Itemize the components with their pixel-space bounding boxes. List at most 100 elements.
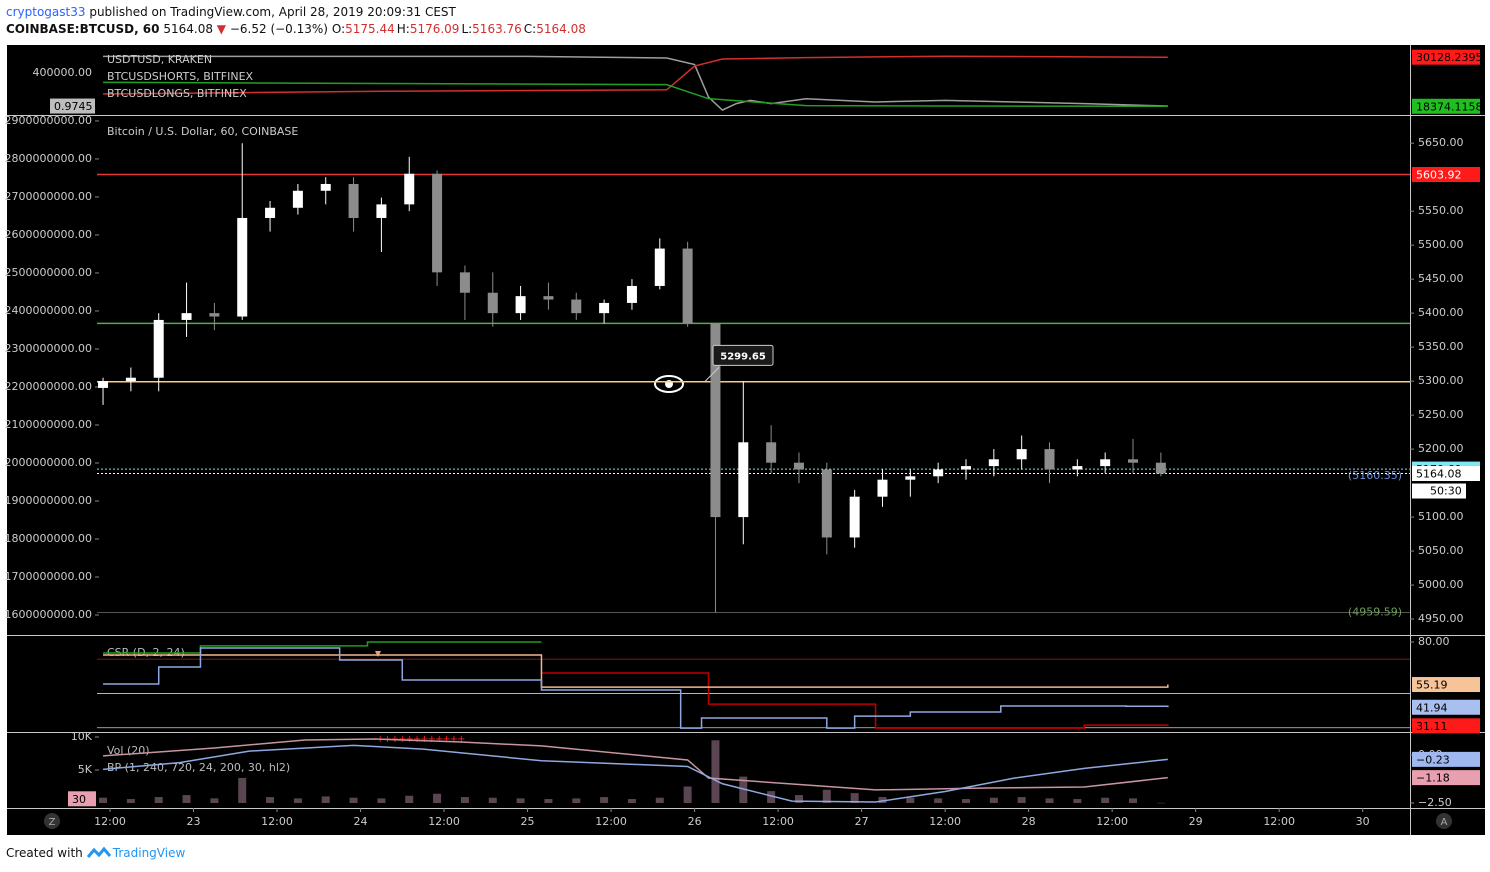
candle-body [877, 479, 888, 497]
x-tick-label: 30 [1356, 815, 1370, 828]
volume-bar [1017, 797, 1026, 803]
volume-bar [377, 798, 386, 803]
candle-body [320, 183, 331, 191]
price-tag-label: 41.94 [1416, 701, 1448, 714]
candle-body [237, 217, 248, 317]
volume-bar [182, 795, 191, 803]
chart-background [7, 45, 1485, 835]
corner-label[interactable]: Z [49, 817, 56, 828]
callout-pointer [704, 367, 720, 382]
ohlc-value: 5176.09 [409, 22, 460, 36]
symbol-line: COINBASE:BTCUSD, 60 5164.08 ▼ −6.52 (−0.… [6, 22, 588, 36]
annotation: (5160.35) [1348, 469, 1402, 482]
x-tick-label: 12:00 [1096, 815, 1128, 828]
callout-box [712, 344, 774, 366]
candle-body [1100, 459, 1111, 467]
countdown-box [1412, 483, 1466, 499]
candle-body [515, 296, 526, 314]
panel-title: Bitcoin / U.S. Dollar, 60, COINBASE [107, 125, 298, 138]
candle-body [487, 292, 498, 314]
x-tick-label: 12:00 [94, 815, 126, 828]
candle-body [710, 323, 721, 518]
volume-bar [906, 797, 915, 803]
volume-bar [1101, 797, 1110, 803]
series-line [103, 647, 1169, 729]
volume-bar [516, 798, 525, 803]
candle-body [1016, 449, 1027, 460]
price-tag-label: 5164.08 [1416, 468, 1462, 481]
corner-button[interactable]: A [1436, 813, 1452, 829]
volume-bar [850, 793, 859, 803]
y2-tick-label: 1900000000.00 [5, 494, 92, 507]
y2-tick-label: 5K [78, 763, 93, 776]
price-tag-label: 55.19 [1416, 679, 1448, 692]
corner-button[interactable]: Z [44, 813, 60, 829]
x-tick-label: 25 [521, 815, 535, 828]
volume-bar [934, 798, 943, 803]
volume-bar [961, 799, 970, 803]
price-tag-label: 5603.92 [1416, 169, 1462, 182]
x-tick-label: 12:00 [762, 815, 794, 828]
candle-body [933, 469, 944, 477]
volume-bar [878, 797, 887, 803]
candle-body [1155, 462, 1166, 474]
series-line [102, 744, 1168, 803]
y2-tick-label: 2000000000.00 [5, 456, 92, 469]
series-line [102, 738, 1168, 791]
y-tick-label: 5500.00 [1418, 238, 1464, 251]
volume-bar [1156, 802, 1165, 804]
y-tick-label: 5100.00 [1418, 510, 1464, 523]
volume-bar [544, 799, 553, 803]
candle-body [599, 302, 610, 314]
price-tag [50, 98, 95, 114]
volume-bar [1073, 799, 1082, 803]
corner-label[interactable]: A [1441, 817, 1448, 828]
y2-tick-label: 2900000000.00 [5, 114, 92, 127]
volume-bar [433, 793, 442, 803]
candle-body [988, 459, 999, 467]
ohlc-value: 5164.08 [536, 22, 586, 36]
candle-body [432, 173, 443, 273]
price-tag [1412, 677, 1480, 693]
ohlc-value: 5163.76 [472, 22, 522, 36]
series-line [103, 55, 1168, 95]
annotation: (4959.59) [1348, 606, 1402, 619]
ohlc-value: 5175.44 [345, 22, 395, 36]
candle-body [821, 469, 832, 538]
y2-tick-label: 1700000000.00 [5, 570, 92, 583]
candle-body [793, 462, 804, 470]
volume-bar [266, 797, 275, 803]
y2-tick-label: 2700000000.00 [5, 190, 92, 203]
candle-body [376, 204, 387, 218]
volume-bar [210, 798, 219, 803]
panel-subtitle: BP (1, 240, 720, 24, 200, 30, hl2) [107, 761, 290, 774]
volume-bar [794, 795, 803, 803]
ohlc: O:5175.44 H:5176.09 L:5163.76 C:5164.08 [332, 22, 588, 36]
y-tick-label: 5400.00 [1418, 306, 1464, 319]
y2-tick-label: 2100000000.00 [5, 418, 92, 431]
footer-brand[interactable]: TradingView [112, 846, 186, 860]
candle-body [1044, 449, 1055, 470]
volume-bar [767, 791, 776, 803]
logo [86, 846, 111, 858]
price-tag [1412, 770, 1480, 786]
y2-tick-label: 2500000000.00 [5, 266, 92, 279]
candle-body [654, 248, 665, 286]
candle-body [209, 313, 220, 317]
price-tag-label: 18374.1158 [1416, 100, 1482, 113]
price-tag-label: 31.11 [1416, 720, 1448, 733]
author[interactable]: cryptogast33 [6, 5, 86, 19]
x-tick-label: 12:00 [595, 815, 627, 828]
candle-body [98, 381, 109, 388]
volume-bar [126, 799, 135, 803]
price-tag-label: 30 [72, 793, 86, 806]
eye-icon[interactable] [654, 375, 684, 393]
candle-body [960, 466, 971, 470]
header-line: cryptogast33 published on TradingView.co… [6, 5, 456, 19]
candle-body [905, 476, 916, 480]
y2-tick-label: 2600000000.00 [5, 228, 92, 241]
y-tick-label: 5300.00 [1418, 374, 1464, 387]
signal-crosses: ++++++++++++ [376, 734, 465, 745]
volume-bar [1045, 798, 1054, 803]
